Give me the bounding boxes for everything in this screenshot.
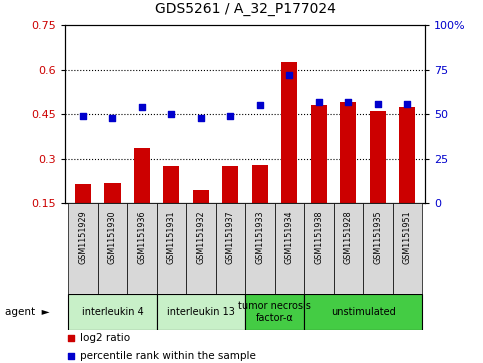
Point — [256, 102, 264, 108]
Text: agent  ►: agent ► — [5, 307, 49, 317]
Bar — [281, 62, 298, 203]
Bar — [104, 183, 120, 203]
Text: interleukin 13: interleukin 13 — [167, 307, 235, 317]
Point — [403, 101, 411, 107]
Point — [285, 72, 293, 78]
Bar — [334, 203, 363, 294]
Bar — [193, 190, 209, 203]
Bar — [98, 203, 127, 294]
Text: GSM1151933: GSM1151933 — [256, 211, 264, 264]
Bar — [156, 203, 186, 294]
Text: GSM1151938: GSM1151938 — [314, 211, 323, 264]
Bar — [134, 148, 150, 203]
Bar — [163, 166, 180, 203]
Bar — [68, 294, 156, 330]
Point — [290, 121, 298, 127]
Bar — [252, 165, 268, 203]
Bar — [399, 107, 415, 203]
Point — [79, 113, 87, 119]
Text: GSM1151929: GSM1151929 — [78, 211, 87, 264]
Bar — [245, 294, 304, 330]
Text: tumor necrosis
factor-α: tumor necrosis factor-α — [238, 301, 311, 323]
Bar — [68, 203, 98, 294]
Bar — [215, 203, 245, 294]
Point — [344, 99, 352, 105]
Point — [227, 113, 234, 119]
Point — [290, 284, 298, 290]
Point — [138, 104, 146, 110]
Bar — [340, 102, 356, 203]
Text: unstimulated: unstimulated — [331, 307, 396, 317]
Text: GSM1151935: GSM1151935 — [373, 211, 383, 264]
Point — [315, 99, 323, 105]
Text: GSM1151937: GSM1151937 — [226, 211, 235, 264]
Text: GSM1151934: GSM1151934 — [285, 211, 294, 264]
Text: GSM1151928: GSM1151928 — [344, 211, 353, 264]
Bar — [393, 203, 422, 294]
Point — [109, 115, 116, 121]
Text: GSM1151951: GSM1151951 — [403, 211, 412, 264]
Bar — [370, 111, 386, 203]
Bar — [156, 294, 245, 330]
Text: GSM1151936: GSM1151936 — [137, 211, 146, 264]
Point — [197, 115, 205, 121]
Bar — [304, 203, 334, 294]
Bar — [75, 184, 91, 203]
Text: GSM1151931: GSM1151931 — [167, 211, 176, 264]
Bar — [275, 203, 304, 294]
Bar — [311, 105, 327, 203]
Bar — [245, 203, 275, 294]
Bar — [186, 203, 215, 294]
Text: GSM1151930: GSM1151930 — [108, 211, 117, 264]
Point — [168, 111, 175, 117]
Text: interleukin 4: interleukin 4 — [82, 307, 143, 317]
Text: percentile rank within the sample: percentile rank within the sample — [80, 351, 256, 362]
Bar — [222, 166, 239, 203]
Bar — [363, 203, 393, 294]
Bar — [304, 294, 422, 330]
Text: GSM1151932: GSM1151932 — [197, 211, 205, 264]
Text: GDS5261 / A_32_P177024: GDS5261 / A_32_P177024 — [155, 2, 336, 16]
Bar — [127, 203, 156, 294]
Point — [374, 101, 382, 107]
Text: log2 ratio: log2 ratio — [80, 334, 130, 343]
